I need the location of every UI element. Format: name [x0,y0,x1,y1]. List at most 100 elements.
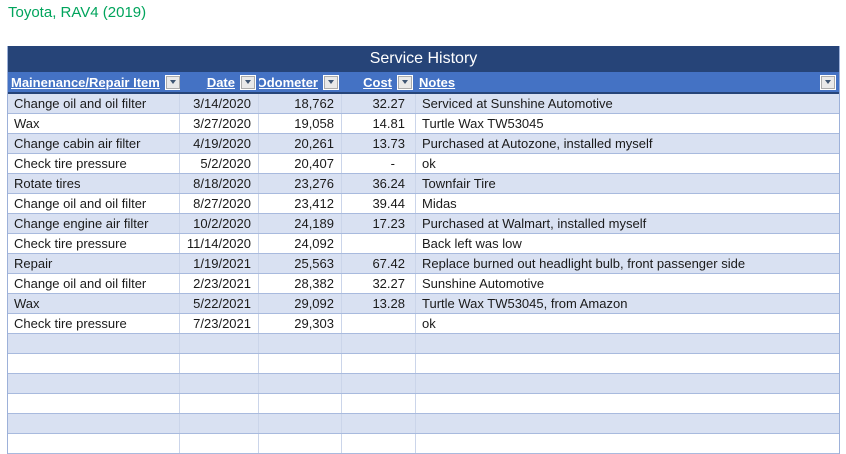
cell-odometer[interactable]: 29,092 [259,294,342,313]
cell-cost[interactable] [342,414,416,433]
cell-notes[interactable]: Serviced at Sunshine Automotive [422,96,613,111]
cell-date[interactable] [180,434,259,453]
cell-odometer[interactable]: 28,382 [259,274,342,293]
cell-date[interactable]: 4/19/2020 [180,134,259,153]
cell-date[interactable]: 7/23/2021 [180,314,259,333]
cell-notes[interactable]: Sunshine Automotive [422,276,545,291]
cell-notes[interactable]: Turtle Wax TW53045, from Amazon [422,296,628,311]
cell-notes[interactable]: Midas [422,196,457,211]
cell-cost[interactable] [342,374,416,393]
cell-notes[interactable] [416,374,839,393]
cell-notes[interactable]: Replace burned out headlight bulb, front… [422,256,746,271]
cell-item[interactable]: Change engine air filter [8,214,180,233]
cell-cost[interactable]: 39.44 [342,194,416,213]
cell-odometer[interactable] [259,434,342,453]
cell-cost[interactable] [342,434,416,453]
filter-dropdown-button-cost[interactable] [397,74,413,90]
column-header-odometer[interactable]: Odometer [259,72,342,92]
cell-notes[interactable] [416,334,839,353]
cell-item[interactable] [8,434,180,453]
cell-odometer[interactable]: 29,303 [259,314,342,333]
cell-date[interactable] [180,374,259,393]
cell-item[interactable]: Change cabin air filter [8,134,180,153]
cell-item[interactable]: Change oil and oil filter [8,274,180,293]
cell-cost[interactable]: 36.24 [342,174,416,193]
cell-notes[interactable]: Turtle Wax TW53045 [422,116,544,131]
cell-item[interactable]: Check tire pressure [8,154,180,173]
cell-cost[interactable]: 32.27 [342,94,416,113]
cell-item[interactable] [8,334,180,353]
cell-odometer[interactable]: 24,092 [259,234,342,253]
cell-notes[interactable]: Townfair Tire [422,176,496,191]
cell-odometer[interactable]: 19,058 [259,114,342,133]
cell-item[interactable]: Change oil and oil filter [8,194,180,213]
cell-cost[interactable] [342,334,416,353]
cell-cost[interactable]: - [342,154,416,173]
cell-date[interactable]: 11/14/2020 [180,234,259,253]
column-header-item[interactable]: Mainenance/Repair Item [8,72,180,92]
cell-date[interactable]: 8/27/2020 [180,194,259,213]
cell-item[interactable]: Repair [8,254,180,273]
cell-cost[interactable]: 13.28 [342,294,416,313]
column-header-notes[interactable]: Notes [416,72,839,92]
cell-date[interactable]: 8/18/2020 [180,174,259,193]
cell-item[interactable]: Wax [8,294,180,313]
cell-notes[interactable] [416,434,839,453]
cell-item[interactable]: Rotate tires [8,174,180,193]
cell-notes[interactable] [416,394,839,413]
cell-notes[interactable] [416,414,839,433]
cell-notes[interactable]: Back left was low [422,236,522,251]
cell-odometer[interactable]: 23,276 [259,174,342,193]
cell-item[interactable] [8,354,180,373]
cell-odometer[interactable]: 20,261 [259,134,342,153]
cell-item[interactable] [8,394,180,413]
cell-notes[interactable]: Purchased at Autozone, installed myself [422,136,653,151]
cell-notes[interactable]: ok [422,156,436,171]
cell-cost[interactable] [342,314,416,333]
cell-odometer[interactable] [259,394,342,413]
cell-date[interactable]: 5/2/2020 [180,154,259,173]
column-header-date[interactable]: Date [180,72,259,92]
cell-date[interactable] [180,334,259,353]
filter-dropdown-button-odometer[interactable] [323,74,339,90]
cell-cost[interactable]: 14.81 [342,114,416,133]
cell-date[interactable] [180,394,259,413]
cell-odometer[interactable]: 20,407 [259,154,342,173]
cell-odometer[interactable]: 23,412 [259,194,342,213]
cell-odometer[interactable] [259,414,342,433]
cell-cost[interactable] [342,234,416,253]
cell-cost[interactable] [342,354,416,373]
filter-dropdown-button-item[interactable] [164,74,180,90]
cell-odometer[interactable]: 25,563 [259,254,342,273]
cell-notes[interactable]: ok [422,316,436,331]
cell-cost[interactable] [342,394,416,413]
cell-item[interactable]: Check tire pressure [8,234,180,253]
column-header-cost[interactable]: Cost [342,72,416,92]
cell-date[interactable] [180,414,259,433]
cell-date[interactable]: 3/14/2020 [180,94,259,113]
cell-odometer[interactable] [259,334,342,353]
cell-cost[interactable]: 32.27 [342,274,416,293]
cell-item[interactable]: Change oil and oil filter [8,94,180,113]
cell-odometer[interactable]: 24,189 [259,214,342,233]
cell-odometer[interactable] [259,374,342,393]
cell-date[interactable]: 1/19/2021 [180,254,259,273]
cell-cost[interactable]: 67.42 [342,254,416,273]
cell-date[interactable]: 2/23/2021 [180,274,259,293]
filter-dropdown-button-date[interactable] [240,74,256,90]
cell-date[interactable]: 5/22/2021 [180,294,259,313]
filter-dropdown-button-notes[interactable] [820,74,836,90]
cell-date[interactable]: 10/2/2020 [180,214,259,233]
cell-date[interactable] [180,354,259,373]
cell-item[interactable] [8,414,180,433]
cell-odometer[interactable]: 18,762 [259,94,342,113]
cell-notes[interactable] [416,354,839,373]
cell-notes[interactable]: Purchased at Walmart, installed myself [422,216,647,231]
cell-item[interactable] [8,374,180,393]
cell-date[interactable]: 3/27/2020 [180,114,259,133]
cell-odometer[interactable] [259,354,342,373]
cell-item[interactable]: Check tire pressure [8,314,180,333]
cell-cost[interactable]: 13.73 [342,134,416,153]
cell-item[interactable]: Wax [8,114,180,133]
cell-cost[interactable]: 17.23 [342,214,416,233]
